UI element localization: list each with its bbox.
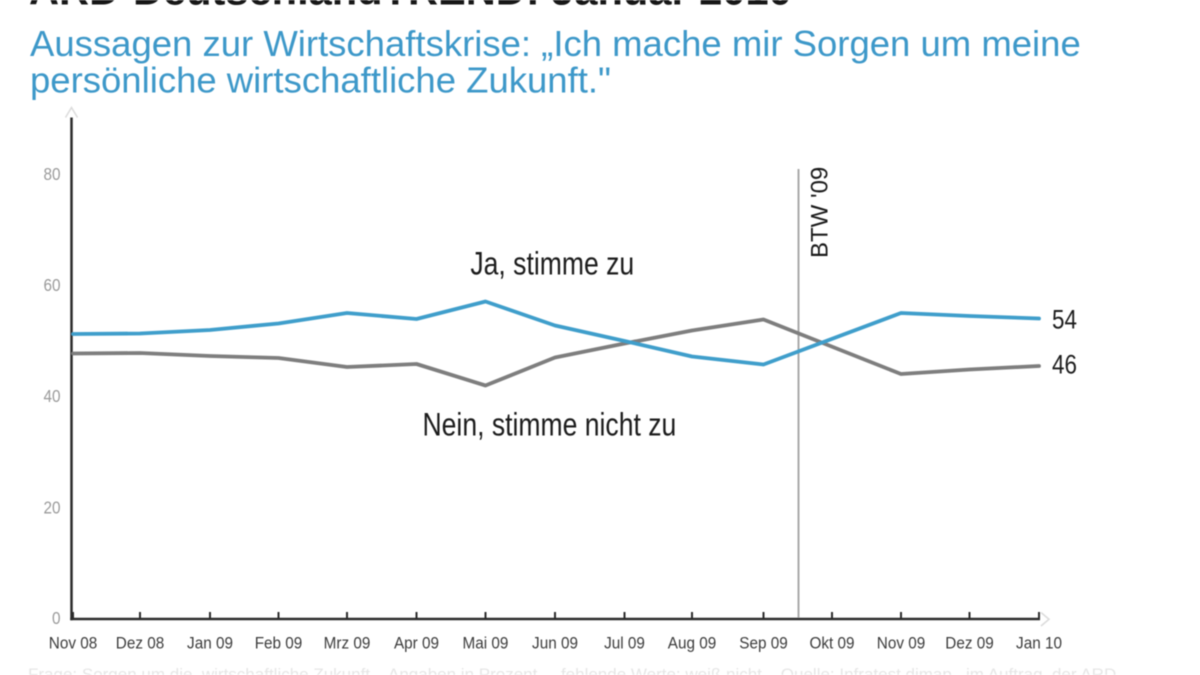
svg-text:Jul 09: Jul 09 — [604, 634, 645, 653]
svg-text:54: 54 — [1052, 306, 1077, 335]
svg-text:Okt 09: Okt 09 — [809, 634, 854, 653]
svg-text:Mai 09: Mai 09 — [463, 634, 509, 653]
svg-text:46: 46 — [1052, 351, 1077, 380]
svg-text:Jan 09: Jan 09 — [187, 634, 233, 653]
svg-text:20: 20 — [43, 497, 60, 517]
svg-text:Apr 09: Apr 09 — [394, 634, 439, 653]
svg-text:Dez 09: Dez 09 — [945, 634, 993, 653]
svg-text:ARD-DeutschlandTREND: Januar 2: ARD-DeutschlandTREND: Januar 2010 — [29, 0, 792, 14]
svg-text:Frage: Sorgen um die wirtscha: Frage: Sorgen um die wirtschaftliche Zuk… — [28, 665, 1116, 675]
svg-text:Sep 09: Sep 09 — [739, 634, 787, 653]
svg-text:40: 40 — [43, 386, 60, 406]
svg-text:BTW '09: BTW '09 — [807, 167, 834, 258]
svg-text:Feb 09: Feb 09 — [255, 634, 303, 653]
svg-text:Aussagen zur Wirtschaftskrise:: Aussagen zur Wirtschaftskrise: „Ich mach… — [30, 23, 1081, 64]
svg-text:Nov 09: Nov 09 — [877, 634, 925, 653]
svg-text:Dez 08: Dez 08 — [116, 634, 164, 653]
svg-text:persönliche wirtschaftliche Zu: persönliche wirtschaftliche Zukunft." — [30, 60, 611, 101]
svg-text:Jan 10: Jan 10 — [1016, 634, 1062, 653]
svg-text:Jun 09: Jun 09 — [532, 634, 578, 653]
svg-text:Mrz 09: Mrz 09 — [324, 634, 371, 653]
svg-text:Ja, stimme zu: Ja, stimme zu — [470, 246, 634, 282]
svg-text:Aug 09: Aug 09 — [668, 634, 716, 653]
svg-text:0: 0 — [52, 608, 61, 628]
svg-text:80: 80 — [43, 164, 60, 184]
svg-text:Nein, stimme nicht zu: Nein, stimme nicht zu — [423, 407, 677, 443]
svg-text:60: 60 — [43, 275, 60, 295]
svg-text:Nov 08: Nov 08 — [49, 634, 97, 653]
